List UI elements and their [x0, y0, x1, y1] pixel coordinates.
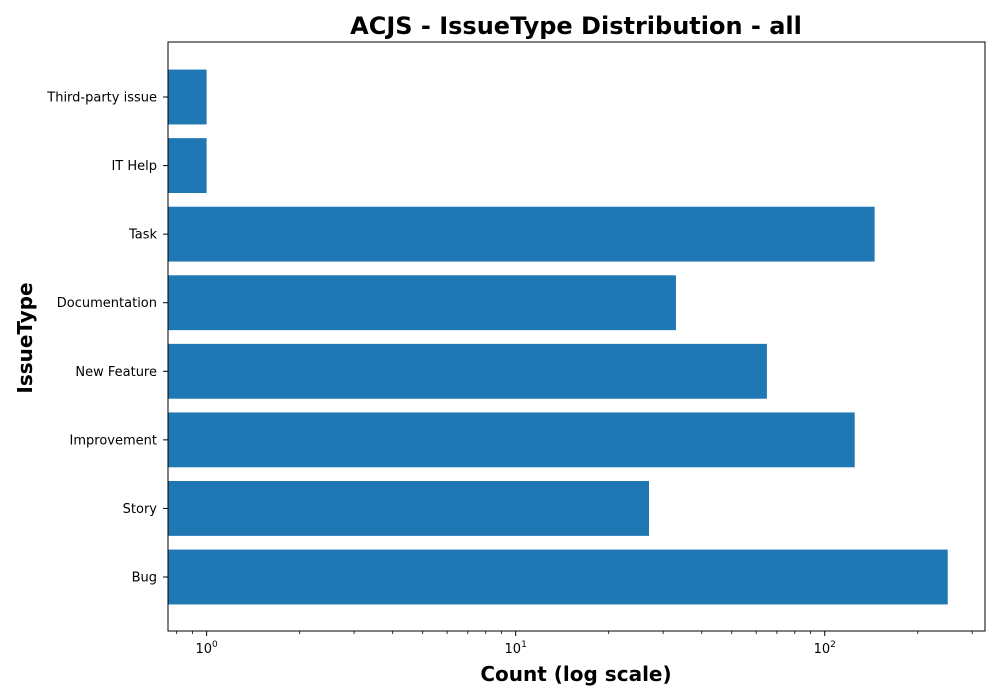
bar-bug	[168, 549, 948, 605]
plot-frame	[167, 41, 986, 632]
y-tick-label: IT Help	[111, 159, 157, 174]
bar-story	[168, 481, 649, 536]
bar-it-help	[168, 138, 207, 193]
bar-improvement	[168, 412, 855, 468]
x-tick-label: 101	[505, 640, 527, 657]
y-tick-label: Task	[128, 228, 158, 243]
x-tick-label: 102	[814, 640, 836, 657]
y-tick-label: New Feature	[75, 365, 157, 380]
y-axis-title: IssueType	[13, 282, 37, 393]
bar-new-feature	[168, 343, 767, 399]
bar-third-party-issue	[168, 69, 207, 125]
bar-documentation	[168, 275, 676, 331]
y-tick-label: Third-party issue	[46, 91, 157, 106]
x-axis-title: Count (log scale)	[480, 662, 671, 686]
x-tick-label: 100	[195, 640, 218, 657]
chart-title: ACJS - IssueType Distribution - all	[350, 12, 802, 40]
bars	[168, 69, 948, 605]
y-tick-label: Bug	[132, 571, 157, 586]
axis-ticks: Bug Story Improvement New Feature Documentat…	[46, 91, 973, 657]
y-tick-label: Improvement	[70, 433, 157, 448]
bar-task	[168, 206, 875, 262]
y-tick-label: Story	[123, 502, 158, 517]
y-tick-label: Documentation	[57, 296, 157, 311]
